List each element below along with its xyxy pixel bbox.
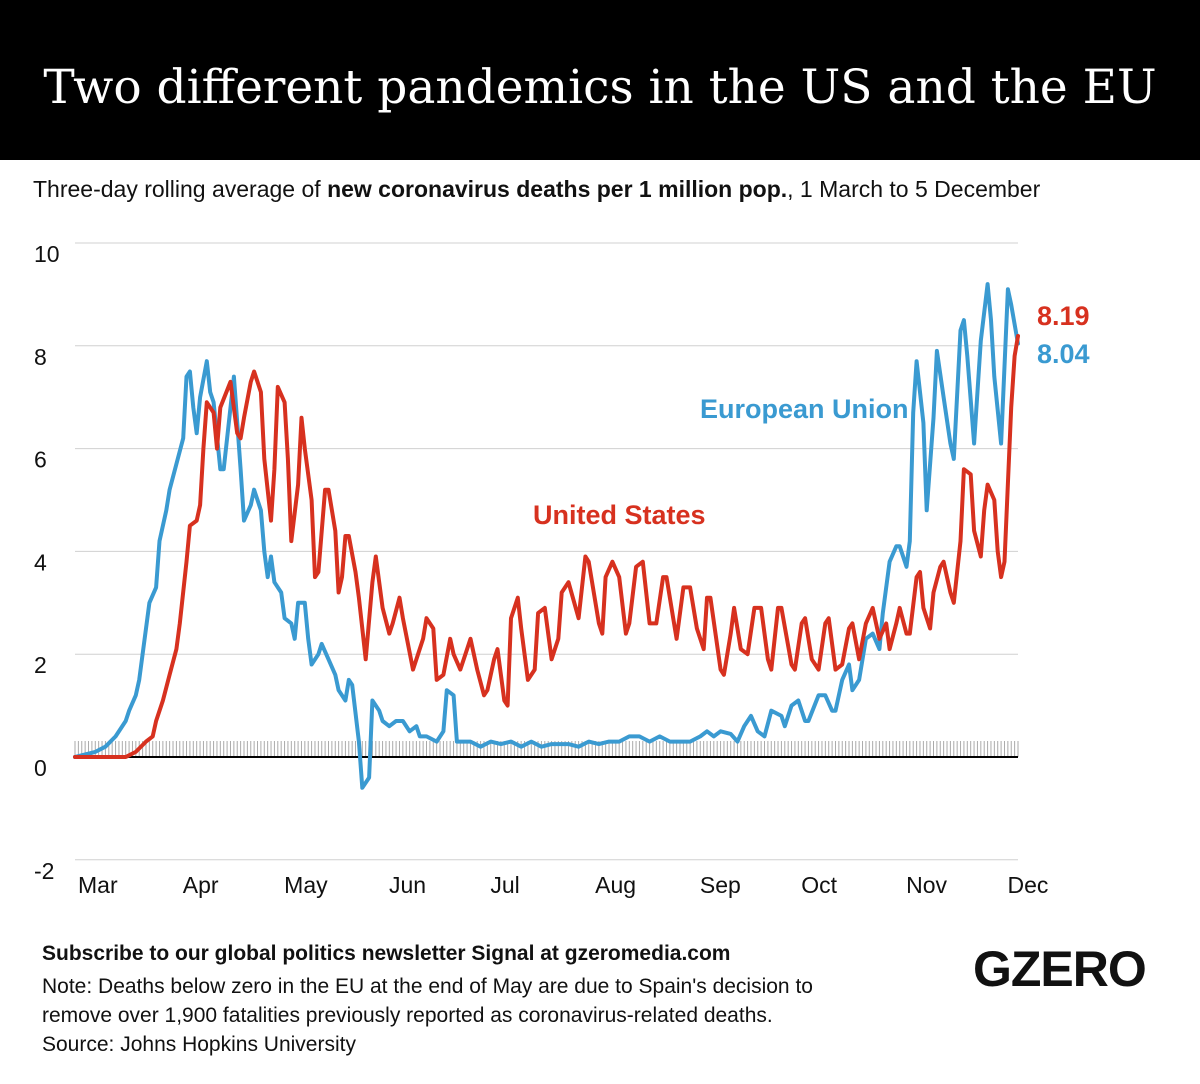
x-tick-label: May [284, 872, 328, 898]
subtitle-suffix: , 1 March to 5 December [787, 176, 1041, 202]
us-end-value: 8.19 [1037, 301, 1090, 331]
y-tick-label: 4 [34, 549, 47, 575]
newsletter-line: Subscribe to our global politics newslet… [42, 942, 731, 965]
x-tick-label: Aug [595, 872, 636, 898]
y-tick-label: 10 [34, 241, 60, 267]
x-tick-label: Dec [1007, 872, 1048, 898]
x-tick-label: Apr [183, 872, 219, 898]
note-line-2: remove over 1,900 fatalities previously … [42, 1004, 773, 1027]
note-line-1: Note: Deaths below zero in the EU at the… [42, 975, 813, 998]
y-tick-label: 0 [34, 755, 47, 781]
chart-title: Two different pandemics in the US and th… [43, 60, 1157, 115]
x-tick-label: Jun [389, 872, 426, 898]
y-tick-label: 2 [34, 652, 47, 678]
series-line-eu [73, 282, 1020, 790]
eu-series-label: European Union [700, 394, 909, 424]
subtitle-bold: new coronavirus deaths per 1 million pop… [327, 176, 788, 202]
source-line: Source: Johns Hopkins University [42, 1033, 356, 1056]
x-tick-label: Jul [490, 872, 519, 898]
series-line-us [73, 334, 1020, 759]
x-tick-label: Mar [78, 872, 118, 898]
us-series-label: United States [533, 500, 706, 530]
x-tick-label: Oct [801, 872, 837, 898]
y-tick-label: 6 [34, 447, 47, 473]
header-bar: Two different pandemics in the US and th… [0, 0, 1200, 160]
chart-subtitle: Three-day rolling average of new coronav… [33, 176, 1040, 203]
x-tick-label: Sep [700, 872, 741, 898]
gzero-logo: GZERO [973, 941, 1147, 997]
x-tick-label: Nov [906, 872, 947, 898]
eu-end-value: 8.04 [1037, 339, 1090, 369]
subtitle-prefix: Three-day rolling average of [33, 176, 328, 202]
y-tick-label: 8 [34, 344, 47, 370]
y-tick-label: -2 [34, 858, 54, 884]
